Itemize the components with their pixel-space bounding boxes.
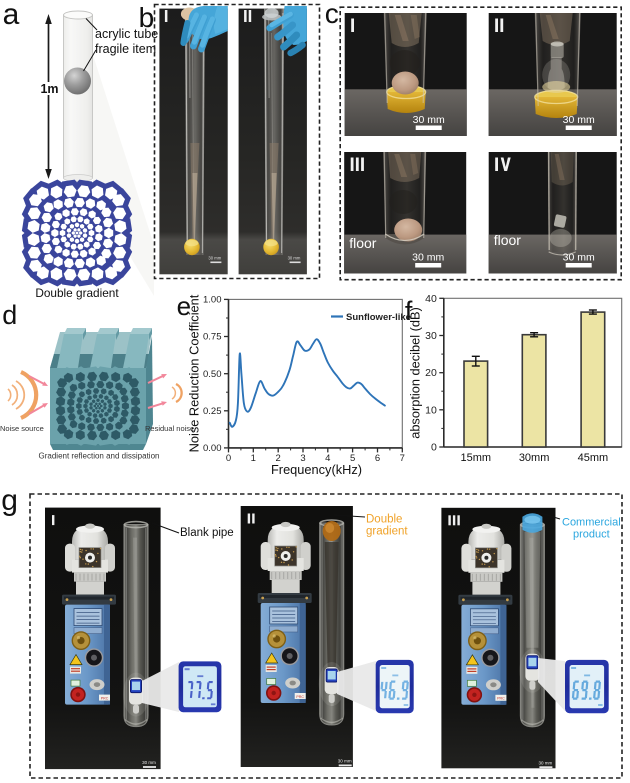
- svg-text:0: 0: [226, 453, 231, 464]
- svg-text:0.75: 0.75: [203, 332, 222, 343]
- svg-text:0.00: 0.00: [203, 443, 222, 454]
- svg-text:floor: floor: [494, 232, 522, 248]
- svg-text:PRC: PRC: [497, 697, 505, 701]
- svg-text:4: 4: [325, 453, 330, 464]
- svg-text:Double gradient: Double gradient: [35, 286, 119, 300]
- svg-text:2: 2: [276, 453, 281, 464]
- svg-text:30 mm: 30 mm: [142, 760, 156, 765]
- svg-text:Noise Reduction Coefficient: Noise Reduction Coefficient: [187, 294, 202, 452]
- svg-text:gradient: gradient: [366, 526, 408, 538]
- svg-text:Gradient reflection and dissip: Gradient reflection and dissipation: [39, 452, 160, 461]
- svg-text:0.50: 0.50: [203, 369, 222, 380]
- svg-text:30 mm: 30 mm: [412, 252, 444, 264]
- svg-text:Frequency(kHz): Frequency(kHz): [271, 462, 362, 477]
- svg-text:absorption decibel (dB): absorption decibel (dB): [408, 307, 423, 439]
- svg-text:30 mm: 30 mm: [413, 114, 445, 126]
- svg-text:30 mm: 30 mm: [539, 760, 553, 765]
- svg-text:Residual noise: Residual noise: [145, 424, 194, 433]
- svg-text:30: 30: [425, 330, 437, 342]
- svg-text:7: 7: [400, 453, 405, 464]
- svg-text:3: 3: [300, 453, 305, 464]
- svg-text:0.25: 0.25: [203, 406, 222, 417]
- svg-text:30mm: 30mm: [519, 452, 550, 464]
- svg-text:PRC: PRC: [101, 696, 109, 700]
- svg-text:6: 6: [375, 453, 380, 464]
- svg-text:1m: 1m: [40, 82, 58, 96]
- svg-text:1: 1: [251, 453, 256, 464]
- svg-text:30 mm: 30 mm: [563, 252, 595, 264]
- svg-text:30 mm: 30 mm: [208, 256, 221, 261]
- svg-text:PRC: PRC: [296, 695, 304, 699]
- svg-text:0: 0: [431, 442, 437, 454]
- svg-text:Double: Double: [366, 514, 402, 526]
- svg-text:Sunflower-like: Sunflower-like: [346, 312, 411, 323]
- svg-text:20: 20: [425, 367, 437, 379]
- svg-text:floor: floor: [349, 235, 377, 251]
- svg-text:acrylic tube: acrylic tube: [95, 27, 158, 41]
- svg-text:Noise source: Noise source: [0, 424, 44, 433]
- svg-text:40: 40: [425, 293, 437, 305]
- svg-text:10: 10: [425, 404, 437, 416]
- svg-text:30 mm: 30 mm: [563, 114, 595, 126]
- svg-text:Commercial: Commercial: [562, 517, 621, 529]
- svg-text:15mm: 15mm: [461, 452, 492, 464]
- svg-text:45mm: 45mm: [578, 452, 609, 464]
- svg-text:30 mm: 30 mm: [338, 759, 352, 764]
- svg-text:fragile item: fragile item: [95, 42, 156, 56]
- svg-text:1.00: 1.00: [203, 295, 222, 306]
- svg-text:product: product: [573, 529, 610, 541]
- svg-text:Blank pipe: Blank pipe: [180, 527, 234, 539]
- svg-text:30 mm: 30 mm: [288, 256, 301, 261]
- svg-text:5: 5: [350, 453, 355, 464]
